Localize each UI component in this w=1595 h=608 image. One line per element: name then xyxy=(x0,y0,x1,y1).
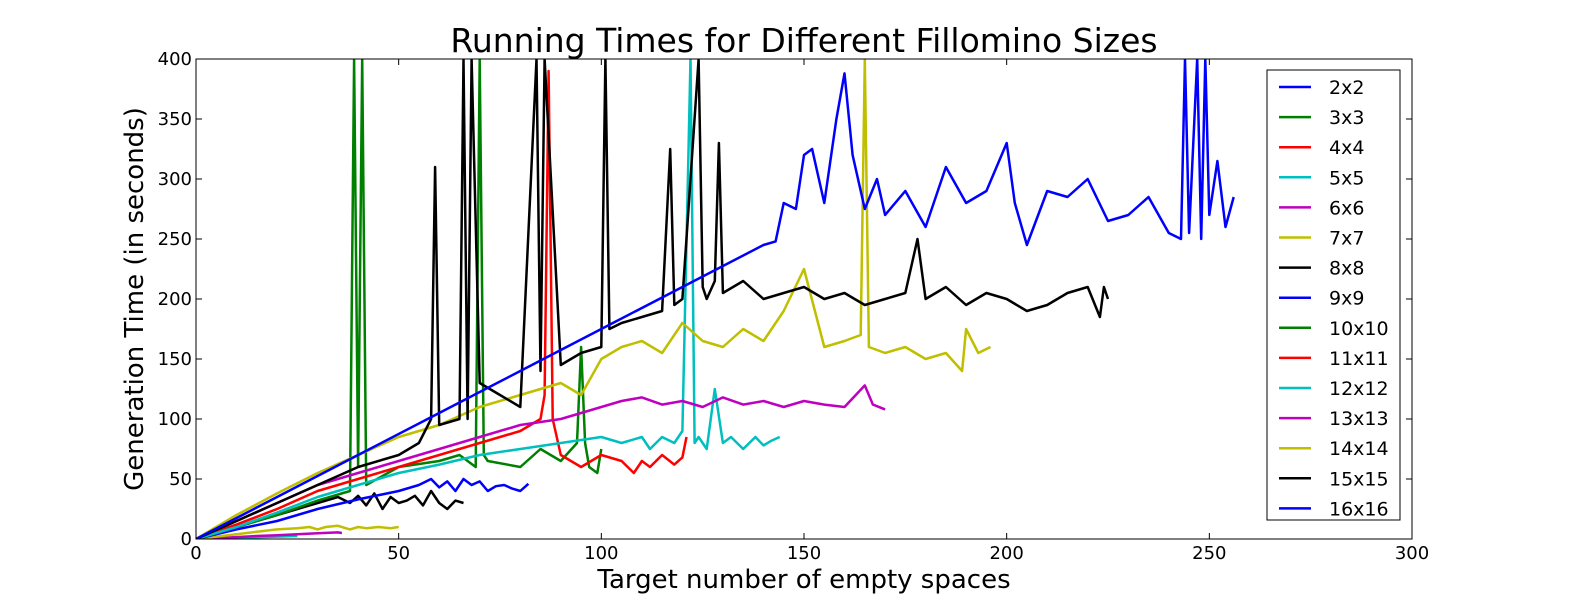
series-line-15x15 xyxy=(196,59,1110,539)
plot-series-layer xyxy=(196,59,1235,539)
x-tick-label: 100 xyxy=(584,543,618,564)
y-tick-label: 200 xyxy=(158,289,192,310)
x-tick-label: 200 xyxy=(989,543,1023,564)
series-line-13x13 xyxy=(196,384,886,539)
y-tick-label: 350 xyxy=(158,109,192,130)
legend-label-8x8: 8x8 xyxy=(1329,258,1364,280)
series-line-16x16 xyxy=(196,59,1235,539)
legend-label-12x12: 12x12 xyxy=(1329,378,1389,400)
chart-title: Running Times for Different Fillomino Si… xyxy=(450,21,1157,60)
y-tick-label: 50 xyxy=(169,469,192,490)
legend-label-4x4: 4x4 xyxy=(1329,137,1364,159)
legend-label-16x16: 16x16 xyxy=(1329,498,1389,520)
legend-label-11x11: 11x11 xyxy=(1329,348,1389,370)
y-axis-label: Generation Time (in seconds) xyxy=(120,107,150,491)
legend-entries: 2x2 3x3 4x4 5x5 6x6 7x7 8x8 9x9 10x10 11x11 12x12 1… xyxy=(1279,77,1389,520)
legend-label-5x5: 5x5 xyxy=(1329,167,1364,189)
legend-label-9x9: 9x9 xyxy=(1329,288,1364,310)
x-tick-label: 150 xyxy=(787,543,821,564)
y-axis: 0 50 100 150 200 250 300 350 400 xyxy=(158,49,1412,550)
y-tick-label: 0 xyxy=(181,529,192,550)
legend-label-7x7: 7x7 xyxy=(1329,228,1364,250)
y-tick-label: 400 xyxy=(158,49,192,70)
series-line-12x12 xyxy=(196,59,781,539)
y-tick-label: 250 xyxy=(158,229,192,250)
legend-label-13x13: 13x13 xyxy=(1329,408,1389,430)
legend-label-10x10: 10x10 xyxy=(1329,318,1389,340)
legend-box xyxy=(1266,69,1401,521)
y-tick-label: 150 xyxy=(158,349,192,370)
legend-label-6x6: 6x6 xyxy=(1329,197,1364,219)
x-tick-label: 0 xyxy=(190,543,201,564)
series-line-10x10 xyxy=(196,59,603,539)
series-line-6x6 xyxy=(196,531,343,539)
y-tick-label: 300 xyxy=(158,169,192,190)
x-axis-label: Target number of empty spaces xyxy=(596,565,1010,595)
legend-label-2x2: 2x2 xyxy=(1329,77,1364,99)
series-line-7x7 xyxy=(196,524,399,539)
legend: 2x2 3x3 4x4 5x5 6x6 7x7 8x8 9x9 10x10 11x11 12x12 1… xyxy=(1266,69,1401,521)
series-line-11x11 xyxy=(196,69,688,539)
x-tick-label: 50 xyxy=(387,543,410,564)
legend-label-14x14: 14x14 xyxy=(1329,438,1389,460)
y-tick-label: 100 xyxy=(158,409,192,430)
x-tick-label: 300 xyxy=(1395,543,1429,564)
x-tick-label: 250 xyxy=(1192,543,1226,564)
legend-label-3x3: 3x3 xyxy=(1329,107,1364,129)
series-line-9x9 xyxy=(196,477,530,539)
legend-label-15x15: 15x15 xyxy=(1329,468,1389,490)
series-line-14x14 xyxy=(196,59,992,539)
x-axis: 0 50 100 150 200 250 300 xyxy=(190,59,1429,564)
